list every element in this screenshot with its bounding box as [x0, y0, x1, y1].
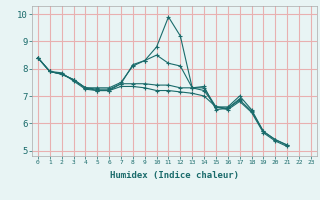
X-axis label: Humidex (Indice chaleur): Humidex (Indice chaleur): [110, 171, 239, 180]
